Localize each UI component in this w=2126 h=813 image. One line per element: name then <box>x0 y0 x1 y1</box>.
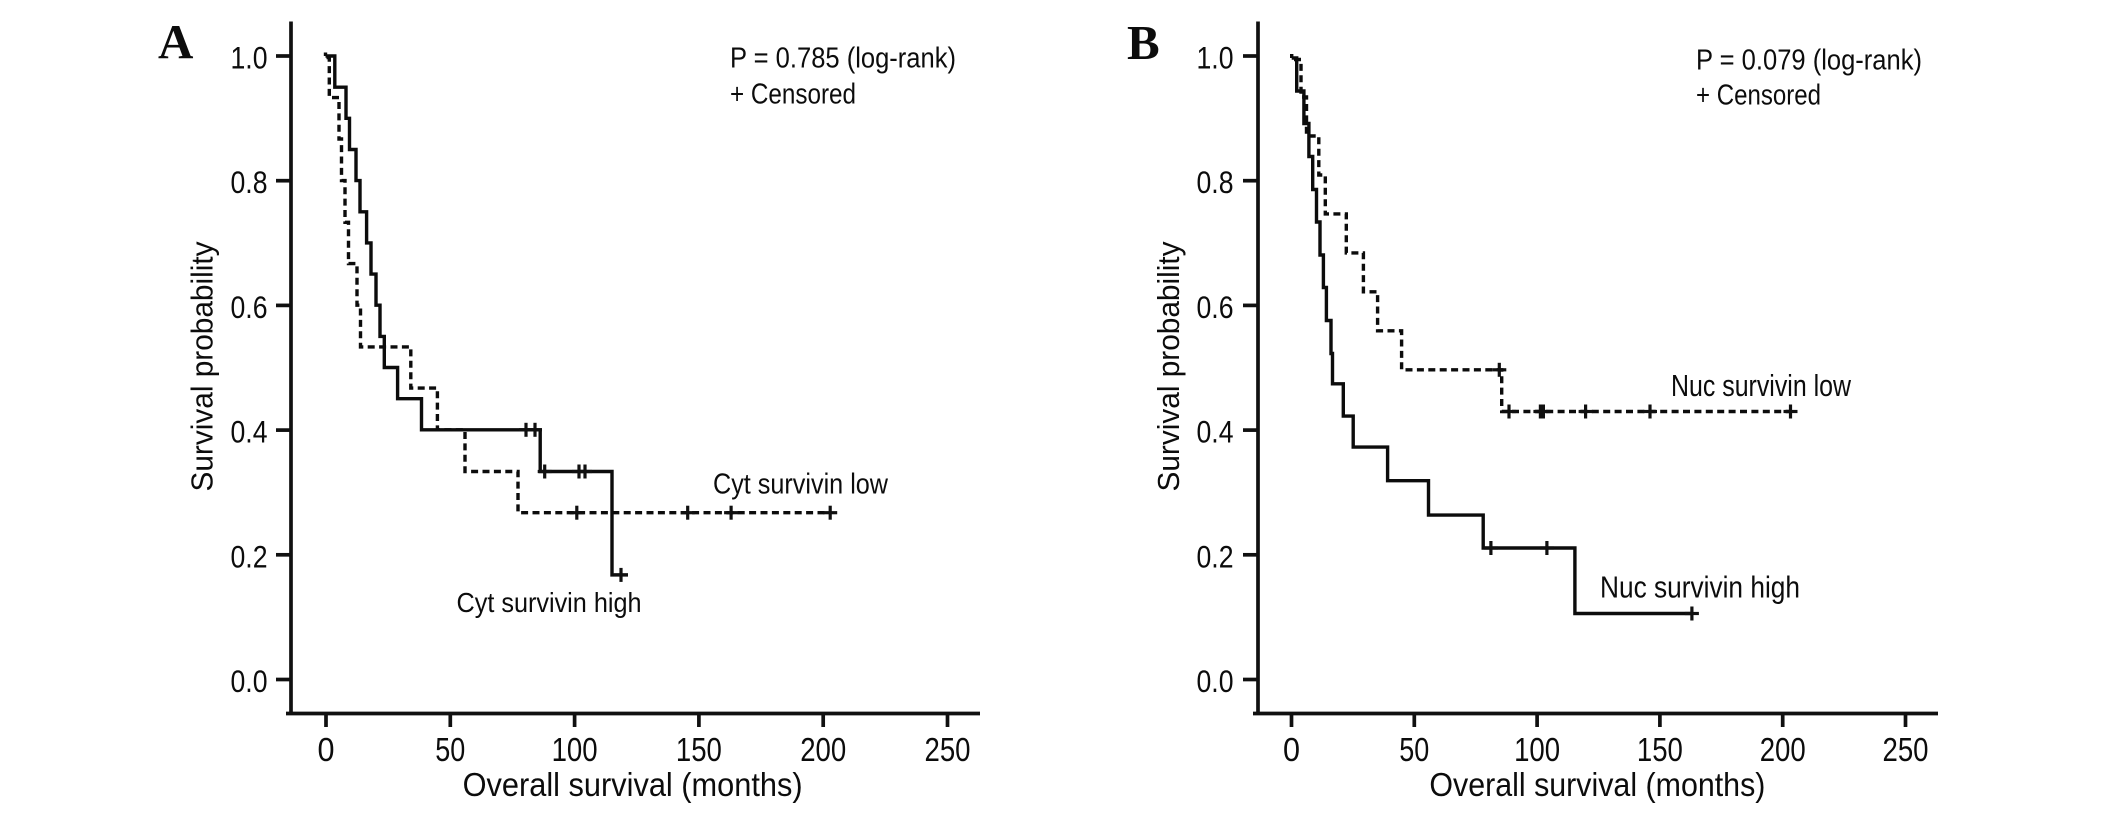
svg-text:200: 200 <box>1760 731 1806 768</box>
svg-text:50: 50 <box>1399 731 1429 768</box>
svg-text:1.0: 1.0 <box>231 40 268 76</box>
svg-text:100: 100 <box>552 731 598 768</box>
svg-text:Overall survival (months): Overall survival (months) <box>463 766 803 803</box>
svg-text:150: 150 <box>676 731 722 768</box>
svg-text:+ Censored: + Censored <box>1696 80 1821 112</box>
svg-text:50: 50 <box>435 731 465 768</box>
svg-text:Overall survival (months): Overall survival (months) <box>1429 766 1765 803</box>
svg-text:Cyt survivin high: Cyt survivin high <box>457 587 642 618</box>
svg-text:250: 250 <box>925 731 971 768</box>
svg-text:0.8: 0.8 <box>1197 164 1234 200</box>
svg-text:0.2: 0.2 <box>1197 538 1234 574</box>
svg-text:150: 150 <box>1637 731 1683 768</box>
svg-text:0.6: 0.6 <box>1197 289 1234 325</box>
svg-text:Nuc survivin high: Nuc survivin high <box>1600 570 1800 605</box>
svg-text:0.6: 0.6 <box>231 289 268 325</box>
svg-text:Survival probability: Survival probability <box>1151 241 1186 491</box>
svg-text:Cyt survivin low: Cyt survivin low <box>713 469 889 501</box>
svg-text:100: 100 <box>1514 731 1560 768</box>
svg-text:0.0: 0.0 <box>1197 663 1234 699</box>
svg-text:0.4: 0.4 <box>231 414 268 450</box>
svg-text:250: 250 <box>1883 731 1929 768</box>
svg-text:1.0: 1.0 <box>1197 40 1234 76</box>
svg-text:P = 0.785 (log-rank): P = 0.785 (log-rank) <box>730 43 956 75</box>
svg-text:200: 200 <box>800 731 846 768</box>
svg-text:0: 0 <box>1283 731 1300 768</box>
svg-text:B: B <box>1127 15 1160 70</box>
svg-text:+ Censored: + Censored <box>730 79 856 111</box>
svg-text:0.0: 0.0 <box>231 663 268 699</box>
svg-text:0.2: 0.2 <box>231 538 268 574</box>
svg-text:A: A <box>158 14 194 69</box>
svg-text:Nuc survivin low: Nuc survivin low <box>1671 368 1851 403</box>
svg-text:0.8: 0.8 <box>231 164 268 200</box>
svg-text:0: 0 <box>318 731 335 768</box>
svg-text:0.4: 0.4 <box>1197 414 1234 450</box>
svg-text:P = 0.079 (log-rank): P = 0.079 (log-rank) <box>1696 45 1922 77</box>
svg-text:Survival probability: Survival probability <box>185 241 220 491</box>
